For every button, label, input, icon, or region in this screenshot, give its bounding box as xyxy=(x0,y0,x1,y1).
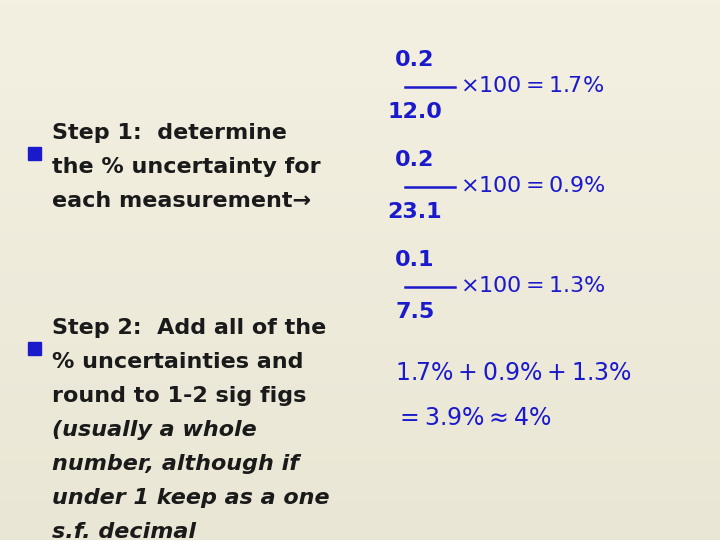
Text: Step 2:  Add all of the: Step 2: Add all of the xyxy=(52,318,326,338)
Text: s.f. decimal: s.f. decimal xyxy=(52,522,196,540)
Text: 12.0: 12.0 xyxy=(387,102,442,122)
Text: 23.1: 23.1 xyxy=(387,202,442,222)
Text: $1.7\%+0.9\%+1.3\%$: $1.7\%+0.9\%+1.3\%$ xyxy=(395,361,632,385)
Text: number, although if: number, although if xyxy=(52,454,299,474)
Text: the % uncertainty for: the % uncertainty for xyxy=(52,157,320,177)
Text: round to 1-2 sig figs: round to 1-2 sig figs xyxy=(52,386,307,406)
Bar xyxy=(28,342,41,355)
Text: $=3.9\%\approx4\%$: $=3.9\%\approx4\%$ xyxy=(395,406,552,430)
Text: 0.2: 0.2 xyxy=(395,50,435,70)
Text: $\times100 = 0.9\%$: $\times100 = 0.9\%$ xyxy=(460,176,606,196)
Bar xyxy=(28,147,41,160)
Text: % uncertainties and: % uncertainties and xyxy=(52,352,304,372)
Text: 0.1: 0.1 xyxy=(395,250,435,270)
Text: 7.5: 7.5 xyxy=(395,302,435,322)
Text: $\times100 = 1.7\%$: $\times100 = 1.7\%$ xyxy=(460,76,604,96)
Text: under 1 keep as a one: under 1 keep as a one xyxy=(52,488,330,508)
Text: 0.2: 0.2 xyxy=(395,150,435,170)
Text: $\times100 = 1.3\%$: $\times100 = 1.3\%$ xyxy=(460,276,606,296)
Text: Step 1:  determine: Step 1: determine xyxy=(52,123,287,143)
Text: each measurement→: each measurement→ xyxy=(52,191,311,211)
Text: (usually a whole: (usually a whole xyxy=(52,420,257,440)
